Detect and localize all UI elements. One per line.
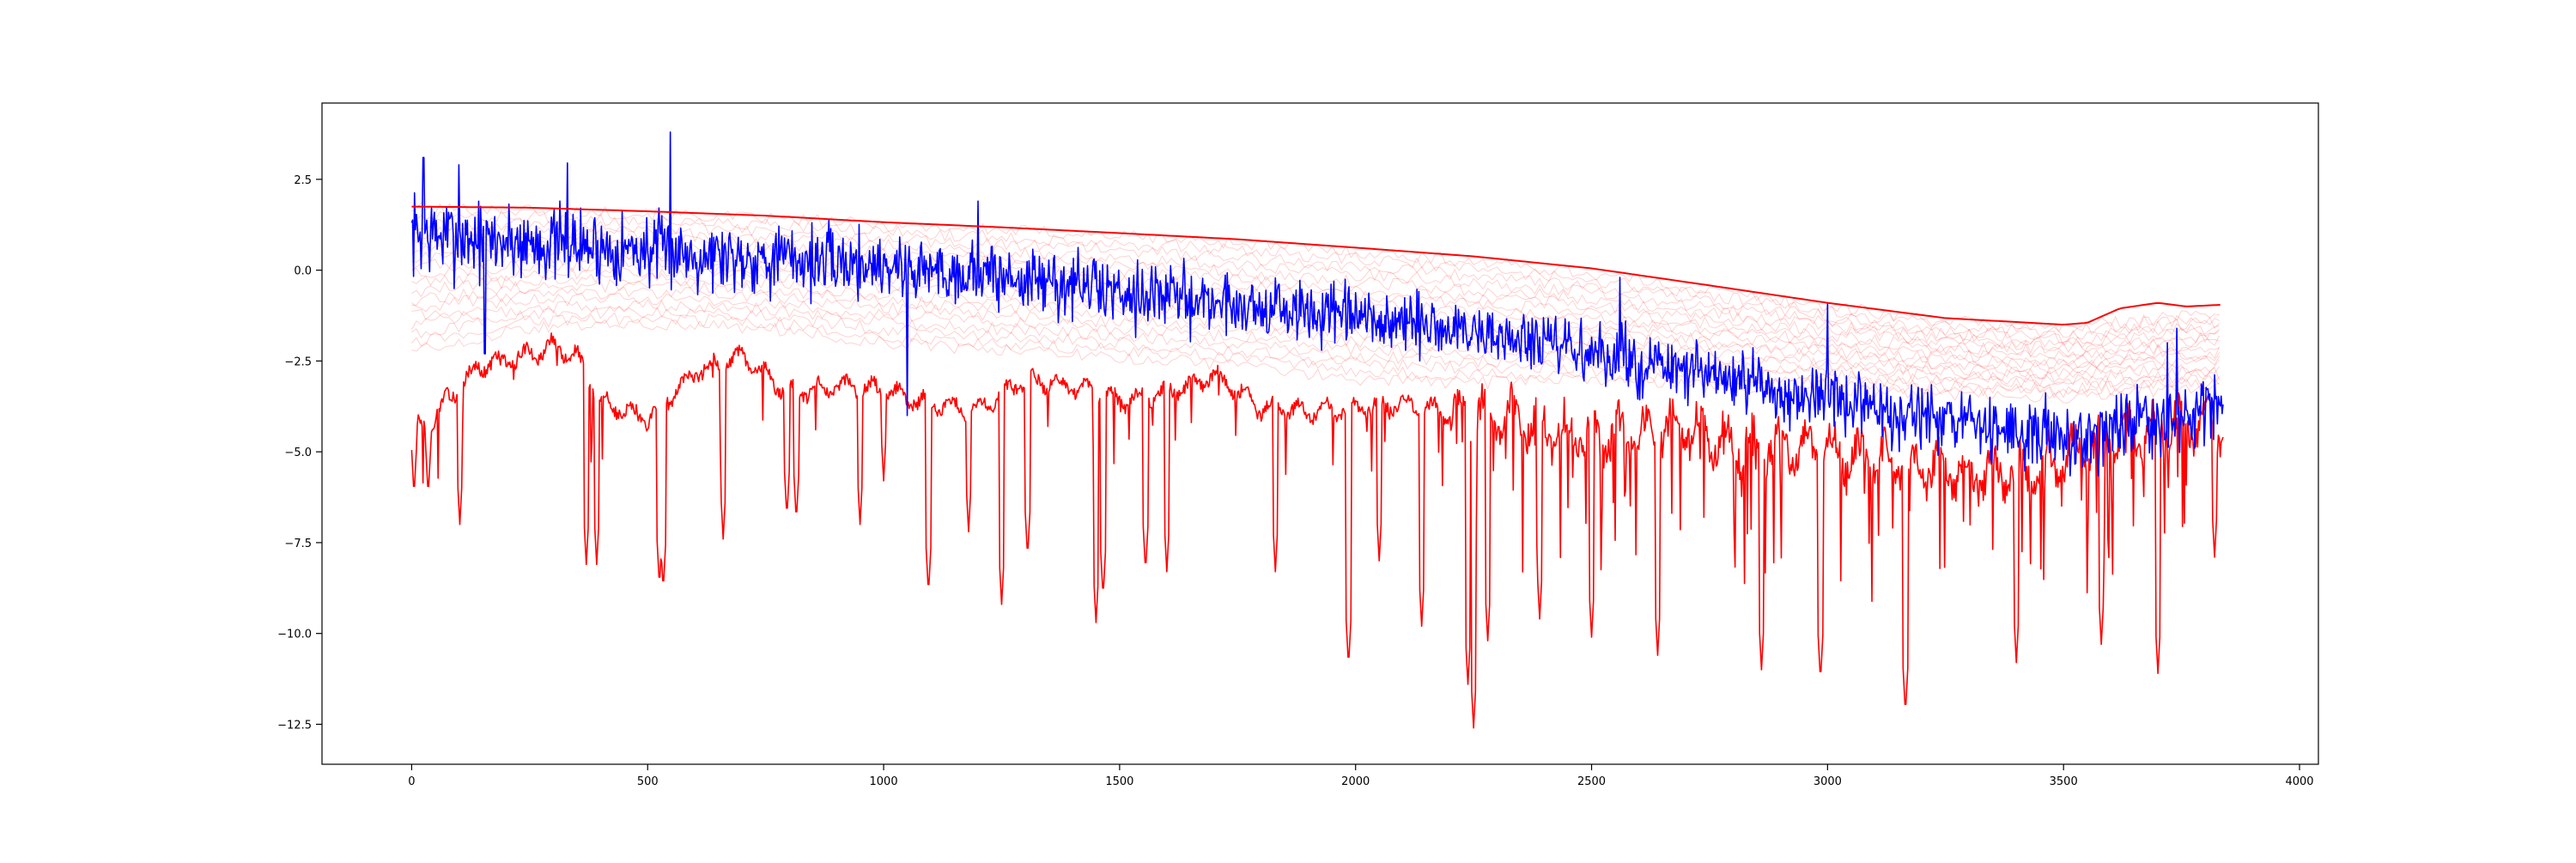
faint-band-line	[410, 299, 2221, 390]
x-tick-label: 1500	[1105, 775, 1133, 788]
x-tick-label: 500	[637, 775, 659, 788]
y-tick-label: −10.0	[277, 629, 312, 641]
y-tick-label: −2.5	[284, 356, 312, 368]
x-tick-label: 3500	[2050, 775, 2078, 788]
y-tick-label: −5.0	[284, 447, 312, 459]
x-tick-label: 4000	[2285, 775, 2313, 788]
faint-band-line	[411, 201, 2220, 332]
y-tick-label: 0.0	[294, 265, 312, 278]
x-tick-label: 2000	[1341, 775, 1370, 788]
y-tick-label: −7.5	[284, 538, 312, 550]
x-tick-label: 3000	[1814, 775, 1842, 788]
x-tick-label: 2500	[1577, 775, 1606, 788]
lower-oscillation-series	[410, 332, 2224, 729]
plot-area	[410, 131, 2224, 729]
x-tick-label: 1000	[870, 775, 898, 788]
faint-band-line	[411, 217, 2220, 343]
x-tick-label: 0	[408, 775, 415, 788]
axis-ticks: 0 500 1000 1500 2000 2500 3000 3500 4000 2.5 0.0 −2…	[277, 174, 2313, 788]
y-tick-label: −12.5	[277, 719, 312, 732]
plot-frame	[321, 102, 2319, 765]
faint-band-line	[411, 292, 2220, 386]
faint-band-line	[411, 312, 2220, 399]
y-tick-label: 2.5	[294, 174, 312, 187]
faint-band-line	[411, 225, 2220, 347]
upper-envelope-series	[411, 205, 2221, 325]
noisy-signal-series	[410, 131, 2224, 477]
faint-band-line	[411, 210, 2220, 338]
